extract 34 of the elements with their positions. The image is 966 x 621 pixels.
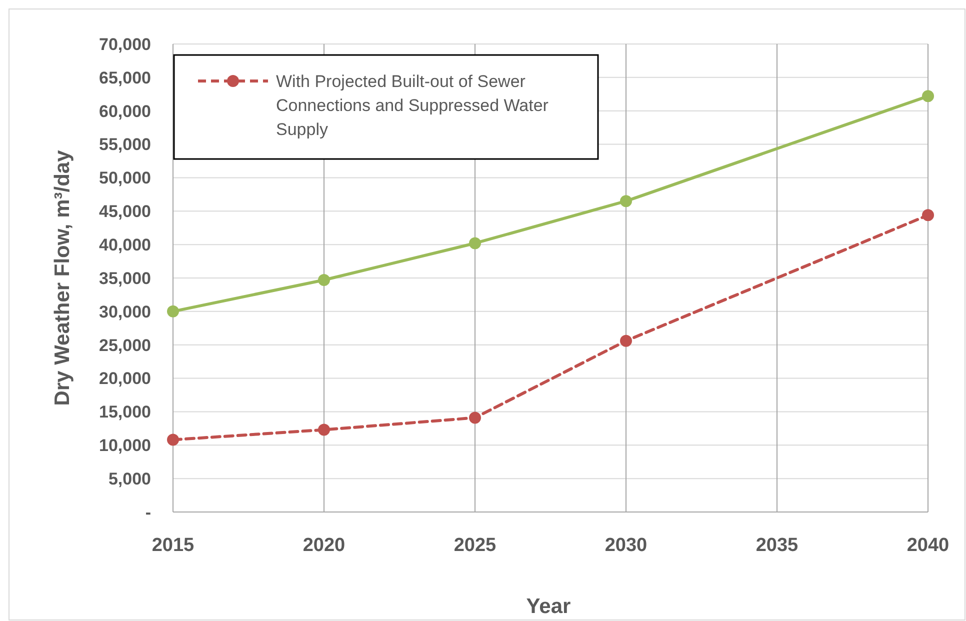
point — [922, 209, 934, 222]
x-axis-title: Year — [526, 595, 571, 618]
y-tick-label: 5,000 — [108, 470, 151, 489]
x-tick-label: 2040 — [906, 535, 950, 556]
point — [469, 237, 481, 250]
y-tick-label: 10,000 — [99, 436, 151, 456]
y-tick-label: 30,000 — [99, 302, 151, 322]
x-tick-label: 2035 — [756, 535, 799, 556]
y-tick-label: 35,000 — [99, 268, 151, 288]
y-tick-label: 20,000 — [99, 369, 151, 388]
y-tick-label: 40,000 — [99, 236, 151, 255]
point — [620, 334, 632, 347]
point — [167, 305, 179, 318]
point — [922, 90, 934, 102]
y-tick-label: 15,000 — [99, 402, 151, 422]
x-tick-label: 2030 — [604, 535, 648, 556]
y-tick-label: 60,000 — [99, 102, 151, 121]
point — [318, 424, 330, 436]
legend-label: With Projected Built-out of Sewer Connections and Suppressed Water Supply — [276, 72, 549, 139]
y-tick-label: 70,000 — [99, 34, 151, 54]
x-tick-label: 2015 — [152, 535, 195, 556]
y-axis-title: Dry Weather Flow, m³/day — [51, 150, 74, 406]
y-tick-label: 65,000 — [99, 68, 151, 88]
y-tick-label: 55,000 — [99, 135, 151, 154]
y-tick-label: 50,000 — [99, 168, 151, 188]
x-tick-label: 2020 — [302, 535, 346, 556]
point — [469, 412, 481, 424]
y-tick-label: 45,000 — [99, 202, 151, 222]
y-tick-label: 25,000 — [99, 336, 151, 355]
point — [318, 274, 330, 286]
x-tick-label: 2025 — [454, 535, 497, 556]
y-tick-label: - — [145, 502, 151, 522]
point — [620, 195, 632, 208]
point — [167, 434, 179, 446]
